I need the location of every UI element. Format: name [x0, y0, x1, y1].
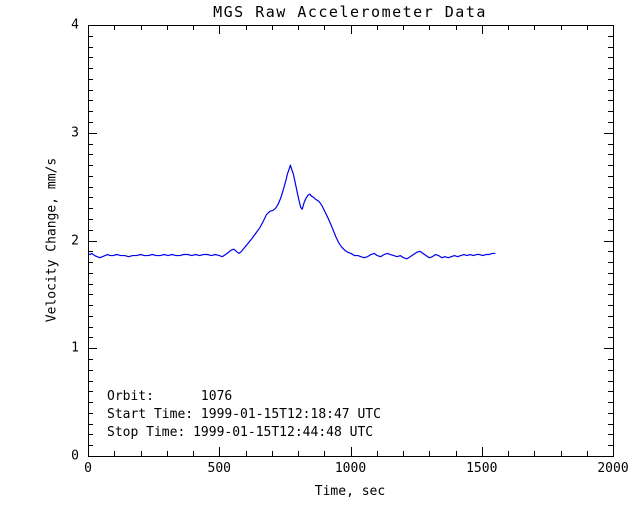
y-tick-label: 0 — [71, 448, 79, 464]
x-tick-label: 500 — [207, 461, 231, 476]
annotation-orbit: Orbit: 1076 — [107, 389, 233, 404]
annotation-block: Orbit: 1076 Start Time: 1999-01-15T12:18… — [107, 388, 381, 442]
x-axis-title: Time, sec — [314, 484, 386, 499]
annotation-start-time: Start Time: 1999-01-15T12:18:47 UTC — [107, 407, 381, 422]
x-tick-label: 1000 — [334, 461, 367, 476]
velocity-curve — [87, 164, 496, 260]
chart-title: MGS Raw Accelerometer Data — [213, 3, 487, 21]
data-series-group — [87, 164, 496, 260]
x-tick-label: 1500 — [466, 461, 498, 476]
y-tick-label: 2 — [71, 233, 79, 248]
annotation-stop-time: Stop Time: 1999-01-15T12:44:48 UTC — [107, 425, 374, 440]
y-tick-label: 3 — [71, 125, 79, 141]
x-tick-label: 0 — [84, 461, 92, 476]
axis-ticks — [88, 25, 614, 457]
y-tick-label: 4 — [71, 17, 79, 33]
x-tick-label: 2000 — [597, 461, 629, 476]
y-axis-title: Velocity Change, mm/s — [44, 157, 60, 323]
plot-frame-box — [88, 25, 614, 457]
y-tick-label: 1 — [71, 340, 79, 356]
